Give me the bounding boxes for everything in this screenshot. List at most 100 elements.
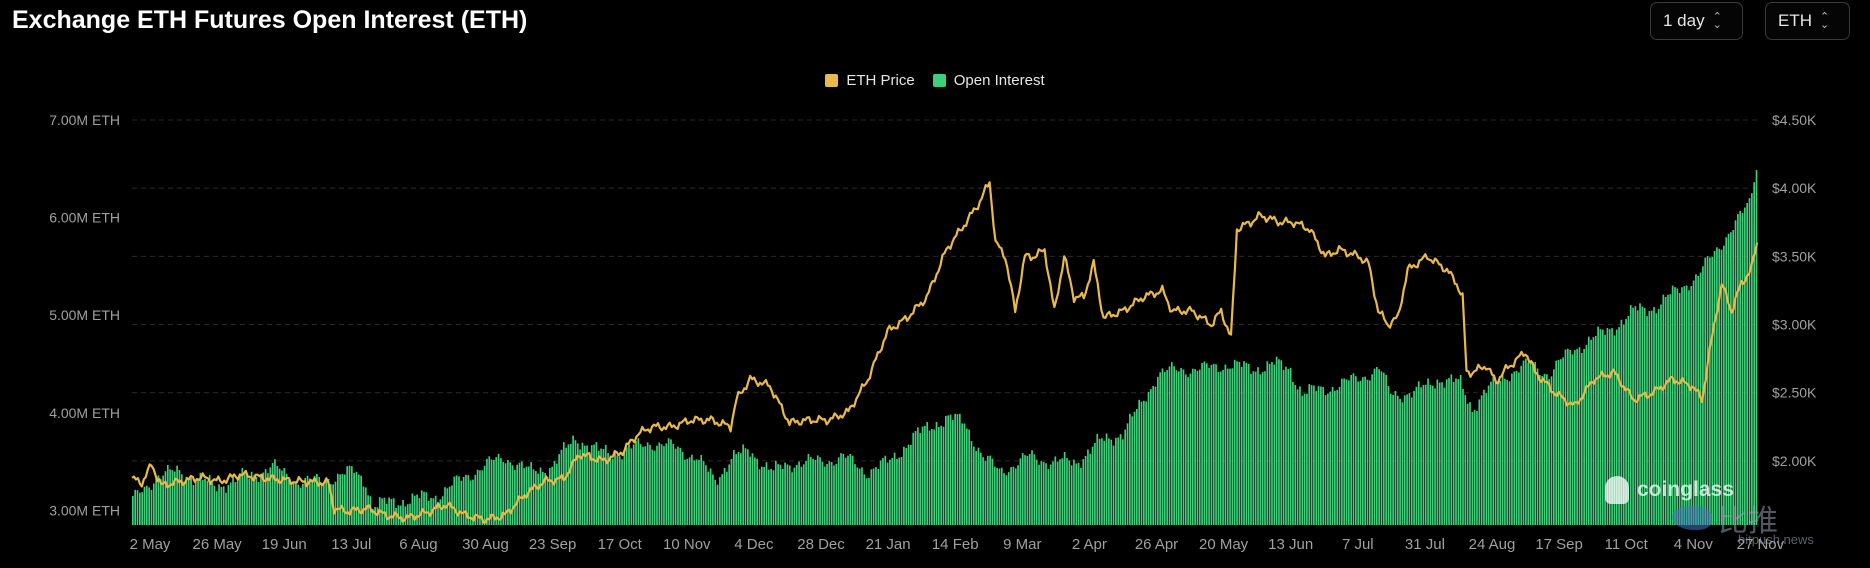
open-interest-bar (367, 495, 369, 525)
open-interest-bar (931, 429, 933, 525)
open-interest-bar (693, 460, 696, 525)
open-interest-bar (1138, 399, 1141, 525)
open-interest-bar (1744, 207, 1746, 525)
open-interest-bar (781, 469, 784, 525)
x-axis-tick-label: 30 Aug (462, 536, 509, 553)
open-interest-bar (856, 467, 859, 525)
open-interest-bar (947, 415, 950, 525)
open-interest-bar (1594, 335, 1597, 525)
open-interest-bar (1718, 248, 1721, 525)
interval-select[interactable]: 1 day ⌃ ⌄ (1650, 2, 1743, 40)
open-interest-bar (481, 470, 484, 525)
open-interest-bar (1755, 170, 1758, 526)
open-interest-bar (805, 460, 807, 525)
open-interest-bar (143, 486, 146, 525)
open-interest-bar (1634, 306, 1637, 525)
open-interest-bar (311, 479, 314, 525)
open-interest-bar (455, 475, 458, 525)
open-interest-bar (1448, 378, 1450, 525)
legend-item-open-interest[interactable]: Open Interest (932, 72, 1045, 89)
open-interest-bar (802, 464, 805, 525)
open-interest-bar (1375, 366, 1378, 525)
open-interest-bar (1031, 450, 1033, 525)
open-interest-bar (1180, 367, 1182, 525)
open-interest-bar (821, 461, 824, 525)
open-interest-bar (521, 461, 523, 525)
open-interest-bar (1322, 386, 1325, 525)
open-interest-bar (1662, 294, 1665, 525)
open-interest-bar (239, 475, 241, 525)
open-interest-bar (1338, 386, 1341, 525)
open-interest-bar (1357, 381, 1359, 525)
open-interest-bar (926, 421, 929, 525)
open-interest-bar (910, 444, 912, 525)
open-interest-bar (1476, 411, 1478, 525)
open-interest-bar (719, 477, 721, 525)
open-interest-bar (765, 462, 768, 525)
open-interest-bar (1622, 324, 1625, 525)
open-interest-bar (1725, 237, 1728, 525)
open-interest-bar (1196, 370, 1199, 525)
unit-select[interactable]: ETH ⌃ ⌄ (1765, 2, 1850, 40)
open-interest-bar (1275, 356, 1278, 525)
open-interest-bar (1711, 256, 1714, 525)
open-interest-bar (469, 480, 472, 525)
open-interest-bar (1075, 463, 1078, 525)
open-interest-bar (290, 485, 293, 525)
open-interest-bar (760, 466, 763, 525)
open-interest-bar (786, 464, 789, 525)
open-interest-bar (1341, 378, 1343, 525)
open-interest-bar (653, 450, 656, 525)
open-interest-bar (260, 474, 262, 525)
open-interest-bar (1485, 393, 1488, 525)
open-interest-bar (882, 457, 884, 525)
open-interest-bar (816, 455, 819, 525)
open-interest-bar (357, 474, 360, 525)
open-interest-bar (1073, 459, 1075, 525)
legend-item-eth-price[interactable]: ETH Price (825, 72, 915, 89)
open-interest-bar (753, 457, 756, 525)
open-interest-bar (651, 449, 654, 525)
open-interest-bar (949, 414, 952, 525)
open-interest-bar (437, 501, 439, 525)
open-interest-bar (395, 507, 397, 525)
open-interest-bar (1494, 382, 1497, 525)
open-interest-bar (751, 453, 754, 525)
open-interest-bar (281, 470, 283, 525)
open-interest-bar (709, 468, 712, 525)
open-interest-bar (302, 483, 304, 525)
open-interest-bar (798, 461, 800, 525)
eth-price-line-group (131, 181, 1759, 524)
x-axis-tick-label: 4 Nov (1674, 536, 1714, 553)
open-interest-bar (1087, 449, 1089, 525)
open-interest-bar (879, 460, 882, 525)
open-interest-bar (541, 472, 544, 525)
open-interest-bar (940, 425, 943, 525)
open-interest-bar (795, 464, 798, 525)
open-interest-bar (970, 440, 973, 525)
left-axis-tick-label: 3.00M ETH (49, 502, 120, 518)
open-interest-bar (1191, 368, 1194, 525)
open-interest-bar (1317, 386, 1320, 525)
x-axis-tick-label: 21 Jan (866, 536, 911, 553)
open-interest-bar (767, 469, 770, 525)
open-interest-bar (898, 457, 901, 525)
open-interest-bar (723, 467, 726, 525)
open-interest-bar (774, 460, 777, 525)
open-interest-bar (1152, 386, 1155, 525)
open-interest-bar (1154, 386, 1157, 525)
open-interest-bar (1240, 366, 1243, 525)
open-interest-bar (178, 470, 181, 525)
open-interest-bar (1406, 394, 1408, 525)
open-interest-bar (1343, 378, 1346, 525)
open-interest-bar (993, 466, 996, 525)
open-interest-bar (402, 499, 404, 525)
x-axis-tick-label: 2 May (130, 536, 171, 553)
open-interest-bar (530, 462, 533, 525)
open-interest-bar (548, 468, 551, 525)
open-interest-bar (500, 458, 502, 525)
open-interest-bar (388, 497, 390, 525)
open-interest-bar (490, 459, 493, 525)
open-interest-bar (453, 476, 456, 525)
open-interest-bar (1296, 389, 1299, 525)
